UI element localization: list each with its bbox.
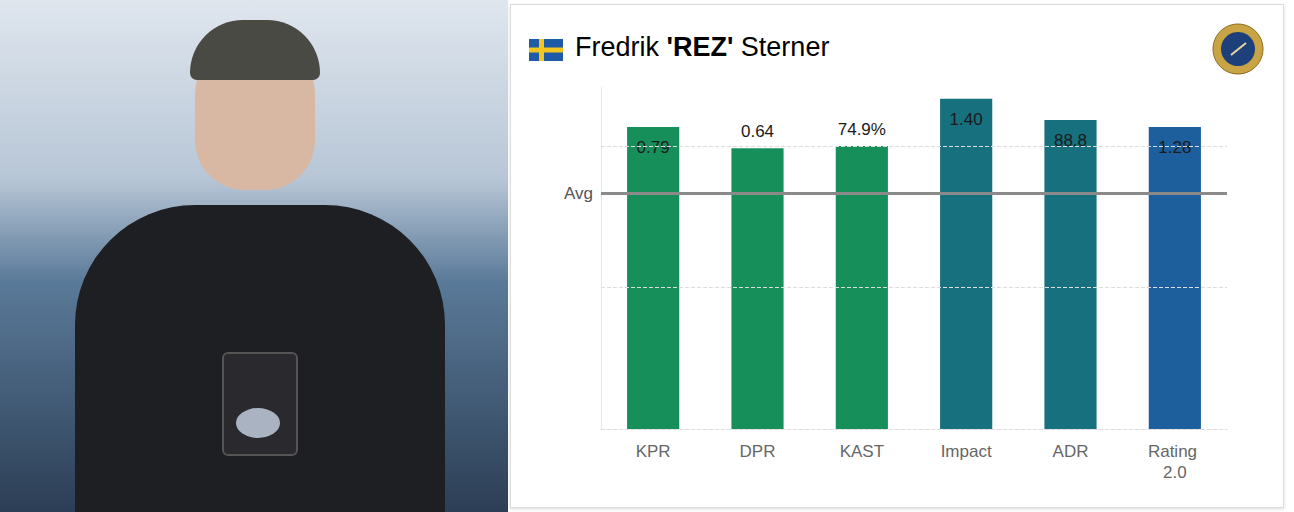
svg-text:DPR: DPR — [740, 442, 776, 461]
svg-text:2.0: 2.0 — [1163, 463, 1187, 482]
svg-text:Fredrik: Fredrik — [575, 32, 667, 62]
svg-text:1.28: 1.28 — [1158, 138, 1191, 157]
svg-text:0.79: 0.79 — [637, 138, 670, 157]
svg-text:'REZ': 'REZ' — [667, 32, 734, 62]
svg-text:Avg: Avg — [564, 184, 593, 203]
svg-text:1.40: 1.40 — [950, 110, 983, 129]
svg-text:Sterner: Sterner — [733, 32, 829, 62]
svg-text:Rating: Rating — [1148, 442, 1202, 461]
svg-text:88.8: 88.8 — [1054, 131, 1087, 150]
svg-text:KAST: KAST — [840, 442, 884, 461]
svg-text:0.64: 0.64 — [741, 122, 774, 141]
svg-text:74.9%: 74.9% — [838, 120, 886, 139]
svg-text:ADR: ADR — [1053, 442, 1089, 461]
svg-text:KPR: KPR — [636, 442, 671, 461]
svg-text:Impact: Impact — [941, 442, 992, 461]
